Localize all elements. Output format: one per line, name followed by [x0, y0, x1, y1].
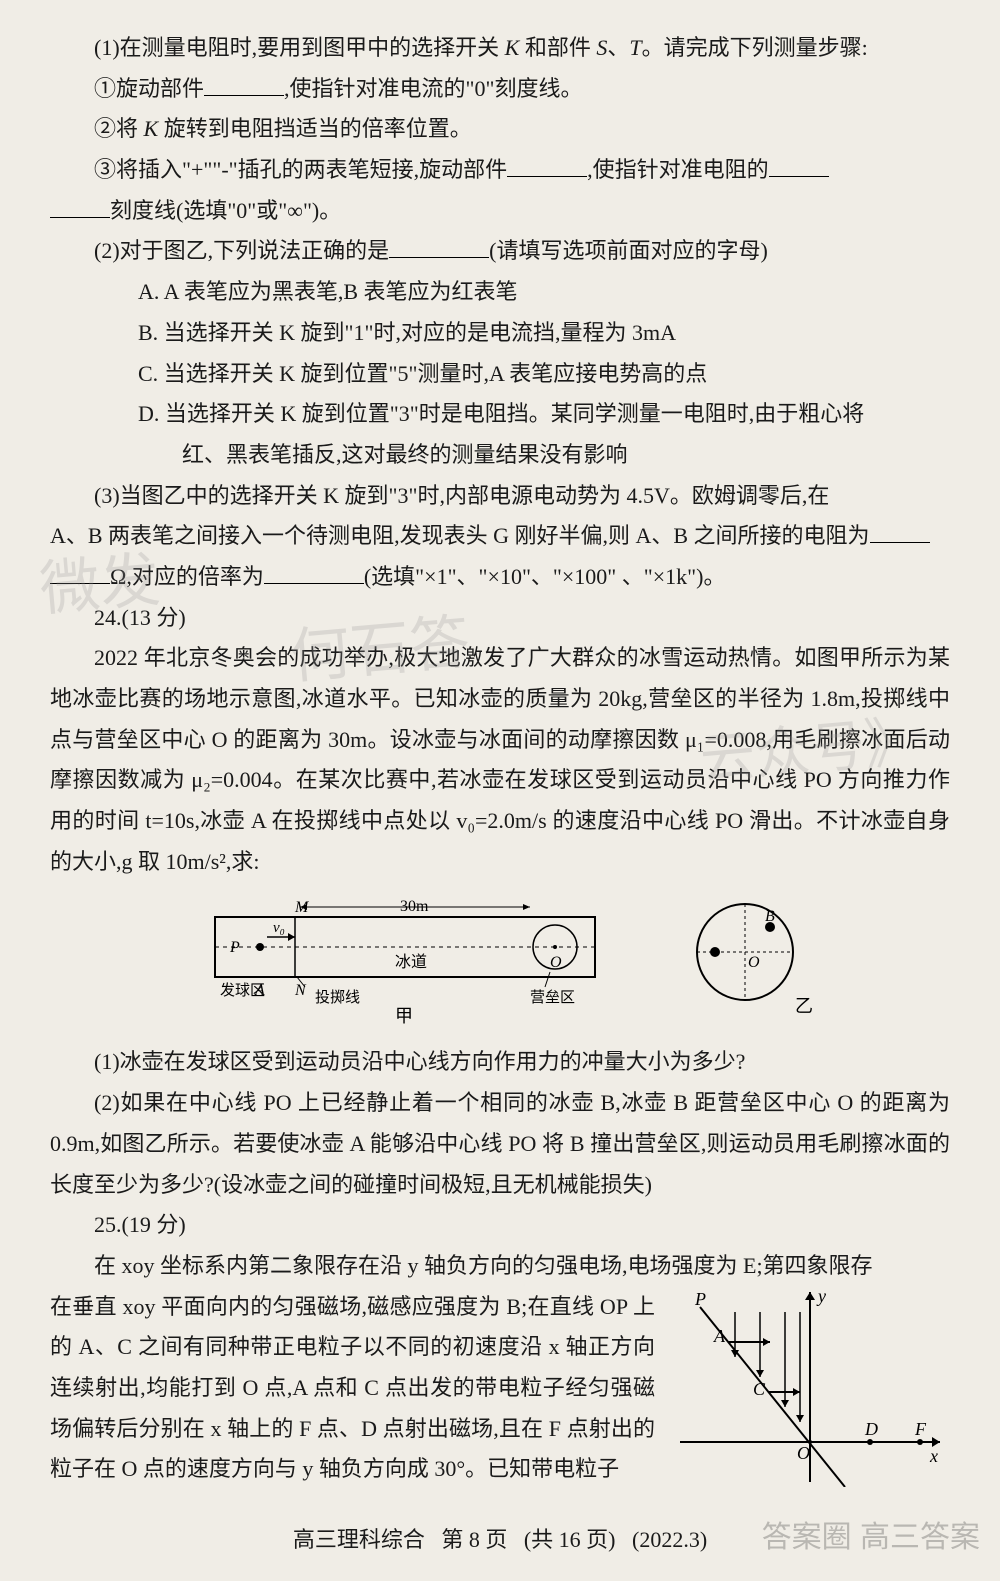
q25-diagram: P A C O D F x y	[670, 1287, 950, 1487]
label-F: F	[914, 1419, 927, 1439]
text: ②将	[94, 116, 144, 141]
q23-part3b: A、B 两表笔之间接入一个待测电阻,发现表头 G 刚好半偏,则 A、B 之间所接…	[50, 516, 950, 557]
text: ①旋动部件	[94, 76, 204, 101]
text: 。请完成下列测量步骤:	[642, 35, 868, 60]
q23-step2: ②将 K 旋转到电阻挡适当的倍率位置。	[50, 109, 950, 150]
q24-body: 2022 年北京冬奥会的成功举办,极大地激发了广大群众的冰雪运动热情。如图甲所示…	[50, 638, 950, 882]
text: K	[505, 35, 520, 60]
text: (请填写选项前面对应的字母)	[489, 238, 768, 263]
camp-circle-diagram: B O 乙	[675, 897, 815, 1027]
footer-total: (共 16 页)	[524, 1527, 616, 1552]
label-lane: 冰道	[395, 953, 427, 971]
q23-step3: ③将插入"+""-"插孔的两表笔短接,旋动部件 ,使指针对准电阻的	[50, 150, 950, 191]
label-camp: 营垒区	[530, 989, 575, 1006]
text: (2)对于图乙,下列说法正确的是	[94, 238, 389, 263]
caption-left: 甲	[395, 1006, 413, 1026]
text: (1)在测量电阻时,要用到图甲中的选择开关	[94, 35, 505, 60]
text: A、B 两表笔之间接入一个待测电阻,发现表头 G 刚好半偏,则 A、B 之间所接…	[50, 523, 870, 548]
text: 旋转到电阻挡适当的倍率位置。	[158, 116, 472, 141]
q24-title: 24.(13 分)	[50, 598, 950, 639]
q23-optionA: A. A 表笔应为黑表笔,B 表笔应为红表笔	[50, 272, 950, 313]
q24-sub1: (1)冰壶在发球区受到运动员沿中心线方向作用力的冲量大小为多少?	[50, 1042, 950, 1083]
text: ,使指针对准电流的"0"刻度线。	[284, 76, 582, 101]
blank-input[interactable]	[389, 236, 489, 258]
curling-lane-diagram: M N P A O v₀ 30m 冰道 发球区 投掷线 营垒区 甲	[185, 897, 615, 1027]
footer-label: 高三理科综合	[293, 1527, 425, 1552]
text: Ω,对应的倍率为	[110, 564, 264, 589]
q25-body: 在垂直 xoy 平面向内的匀强磁场,磁感应强度为 B;在直线 OP 上的 A、C…	[50, 1287, 655, 1490]
label-N: N	[294, 982, 307, 999]
blank-input[interactable]	[204, 74, 284, 96]
label-O: O	[797, 1443, 810, 1463]
label-C: C	[753, 1379, 766, 1399]
text: (选填"×1"、"×10"、"×100" 、"×1k")。	[364, 564, 726, 589]
q25-title: 25.(19 分)	[50, 1205, 950, 1246]
blank-input[interactable]	[507, 155, 587, 177]
footer-page: 第 8 页	[441, 1527, 507, 1552]
q23-part1: (1)在测量电阻时,要用到图甲中的选择开关 K 和部件 S、T。请完成下列测量步…	[50, 28, 950, 69]
q24-sub2: (2)如果在中心线 PO 上已经静止着一个相同的冰壶 B,冰壶 B 距营垒区中心…	[50, 1083, 950, 1205]
q23-optionD-cont: 红、黑表笔插反,这对最终的测量结果没有影响	[50, 435, 950, 476]
label-M: M	[294, 899, 310, 916]
text: ③将插入"+""-"插孔的两表笔短接,旋动部件	[94, 157, 507, 182]
text: S	[596, 35, 607, 60]
watermark-logo: 答案圈 高三答案	[762, 1510, 980, 1566]
label-y: y	[816, 1287, 826, 1306]
label-v0: v₀	[273, 920, 285, 936]
label-A: A	[713, 1326, 726, 1346]
q23-optionB: B. 当选择开关 K 旋到"1"时,对应的是电流挡,量程为 3mA	[50, 313, 950, 354]
blank-input[interactable]	[50, 196, 110, 218]
label-launch: 发球区	[220, 982, 265, 999]
q25-line1: 在 xoy 坐标系内第二象限存在沿 y 轴负方向的匀强电场,电场强度为 E;第四…	[50, 1246, 950, 1287]
text: 刻度线(选填"0"或"∞")。	[110, 198, 341, 223]
label-O: O	[550, 954, 562, 971]
label-P: P	[694, 1289, 706, 1309]
q23-step3b: 刻度线(选填"0"或"∞")。	[50, 191, 950, 232]
text: K	[144, 116, 159, 141]
label-D: D	[864, 1419, 878, 1439]
q23-part3c: Ω,对应的倍率为 (选填"×1"、"×10"、"×100" 、"×1k")。	[50, 557, 950, 598]
text: ,使指针对准电阻的	[587, 157, 769, 182]
q23-optionD: D. 当选择开关 K 旋到位置"3"时是电阻挡。某同学测量一电阻时,由于粗心将	[50, 394, 950, 435]
q23-optionC: C. 当选择开关 K 旋到位置"5"测量时,A 表笔应接电势高的点	[50, 354, 950, 395]
blank-input[interactable]	[50, 562, 110, 584]
label-O2: O	[748, 954, 760, 971]
label-throw: 投掷线	[315, 989, 360, 1006]
blank-input[interactable]	[769, 155, 829, 177]
text: T	[629, 35, 641, 60]
label-30m: 30m	[400, 898, 429, 915]
q24-diagram: M N P A O v₀ 30m 冰道 发球区 投掷线 营垒区 甲 B O 乙	[50, 897, 950, 1027]
label-x: x	[929, 1446, 938, 1466]
q23-step1: ①旋动部件 ,使指针对准电流的"0"刻度线。	[50, 69, 950, 110]
text: 和部件	[519, 35, 596, 60]
footer-date: (2022.3)	[632, 1527, 707, 1552]
caption-right: 乙	[795, 996, 813, 1016]
q23-part2: (2)对于图乙,下列说法正确的是 (请填写选项前面对应的字母)	[50, 231, 950, 272]
blank-input[interactable]	[264, 562, 364, 584]
label-B: B	[765, 908, 775, 925]
label-P: P	[229, 939, 240, 956]
blank-input[interactable]	[870, 521, 930, 543]
q23-part3a: (3)当图乙中的选择开关 K 旋到"3"时,内部电源电动势为 4.5V。欧姆调零…	[50, 476, 950, 517]
